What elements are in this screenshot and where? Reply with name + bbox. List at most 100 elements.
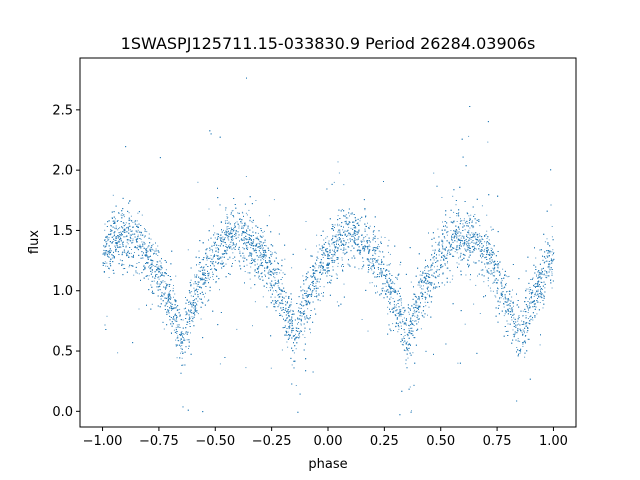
data-point	[182, 364, 184, 366]
data-point	[252, 325, 253, 327]
data-point	[130, 237, 132, 239]
data-point	[369, 246, 371, 248]
data-point	[489, 251, 491, 253]
data-point	[432, 288, 434, 290]
data-point	[389, 301, 391, 303]
data-point	[364, 244, 366, 246]
data-point	[316, 245, 317, 247]
data-point	[392, 323, 394, 325]
data-point	[305, 221, 307, 222]
data-point	[249, 278, 251, 280]
data-point	[479, 225, 481, 227]
data-point	[300, 324, 302, 326]
data-point	[221, 267, 222, 269]
data-point	[366, 241, 368, 243]
data-point	[341, 209, 343, 210]
data-point	[233, 227, 235, 228]
data-point	[403, 336, 405, 338]
data-point	[470, 214, 472, 216]
data-point	[476, 241, 477, 243]
data-point	[420, 328, 422, 330]
data-point	[546, 277, 548, 279]
data-point	[407, 335, 409, 337]
data-point	[151, 262, 153, 264]
data-point	[233, 228, 235, 230]
data-point	[405, 350, 407, 352]
data-point	[108, 277, 110, 278]
data-point	[486, 214, 488, 216]
data-point	[539, 344, 541, 346]
data-point	[215, 254, 217, 256]
data-point	[151, 266, 153, 268]
data-point	[118, 212, 120, 214]
data-point	[173, 285, 174, 286]
data-point	[179, 340, 181, 342]
data-point	[511, 296, 513, 298]
data-point	[471, 232, 473, 234]
data-point	[121, 252, 123, 254]
data-point	[547, 275, 549, 277]
data-point	[542, 307, 544, 309]
data-point	[332, 224, 334, 226]
data-point	[484, 241, 486, 243]
data-point	[276, 302, 278, 304]
data-point	[521, 331, 523, 333]
data-point	[295, 327, 297, 329]
data-point	[103, 252, 105, 254]
data-point	[128, 229, 130, 231]
data-point	[156, 283, 158, 285]
data-point	[142, 234, 144, 236]
data-point	[137, 212, 139, 214]
data-point	[264, 274, 266, 276]
data-point	[227, 226, 229, 227]
data-point	[489, 243, 491, 245]
data-point	[372, 234, 374, 235]
data-point	[327, 254, 328, 256]
data-point	[262, 296, 264, 298]
data-point	[368, 244, 370, 246]
data-point	[273, 276, 275, 278]
data-point	[318, 244, 320, 246]
data-point	[289, 325, 291, 327]
data-point	[219, 363, 221, 365]
data-point	[541, 273, 542, 275]
data-point	[183, 308, 185, 310]
data-point	[264, 257, 266, 259]
data-point	[232, 215, 234, 216]
data-point	[115, 247, 116, 248]
data-point	[134, 246, 136, 248]
data-point	[181, 345, 183, 347]
data-point	[386, 289, 388, 291]
data-point	[254, 301, 256, 303]
data-point	[270, 289, 272, 291]
data-point	[305, 248, 307, 250]
data-point	[531, 293, 532, 295]
data-point	[170, 290, 171, 291]
data-point	[488, 242, 490, 243]
data-point	[413, 337, 415, 339]
data-point	[265, 255, 267, 257]
data-point	[415, 300, 417, 301]
data-point	[303, 298, 305, 299]
data-point	[513, 305, 514, 307]
data-point	[446, 267, 448, 269]
data-point	[207, 277, 209, 279]
data-point	[277, 294, 279, 296]
data-point	[247, 234, 249, 235]
data-point	[417, 304, 419, 306]
data-point	[104, 239, 106, 241]
data-point	[143, 236, 145, 238]
data-point	[454, 235, 456, 237]
data-point	[502, 296, 504, 297]
data-point	[119, 227, 121, 229]
data-point	[321, 292, 322, 294]
data-point	[230, 241, 232, 243]
data-point	[371, 262, 373, 264]
data-point	[193, 283, 195, 285]
data-point	[212, 279, 214, 280]
data-point	[375, 261, 377, 263]
data-point	[181, 357, 183, 359]
data-point	[231, 244, 233, 246]
data-point	[261, 258, 263, 259]
data-point	[105, 244, 107, 246]
